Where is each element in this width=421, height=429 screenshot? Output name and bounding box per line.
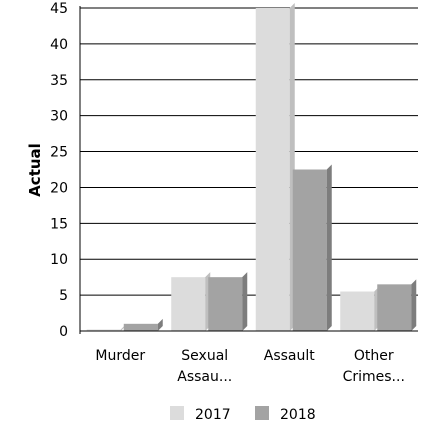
bar-2018-3 (377, 279, 417, 331)
gridlines (80, 7, 418, 296)
bar-face (171, 277, 206, 331)
x-category-labels: Murder Sexual Assau... Assault Other Crimes..… (95, 348, 405, 385)
legend-label: 2017 (195, 407, 231, 423)
bar-face (86, 329, 121, 331)
bars (86, 3, 417, 331)
x-category-label: Sexual (181, 348, 228, 364)
y-axis-label: Actual (26, 143, 44, 197)
y-tick-label: 40 (50, 37, 68, 53)
bar-2018-2 (292, 164, 332, 331)
x-category-label: Murder (95, 348, 145, 364)
y-tick-label: 35 (50, 73, 68, 89)
y-tick-label: 25 (50, 145, 68, 161)
legend: 2017 2018 (170, 406, 316, 423)
bar-2017-0 (86, 324, 126, 331)
bar-face (208, 277, 243, 331)
y-tick-label: 30 (50, 109, 68, 125)
bar-2017-2 (255, 3, 295, 331)
y-tick-label: 5 (59, 288, 68, 304)
bar-2017-3 (340, 286, 380, 331)
bar-face (292, 169, 327, 331)
axes (79, 6, 418, 334)
legend-item-2018: 2018 (255, 406, 316, 423)
x-category-label: Other (354, 348, 394, 364)
y-tick-label: 45 (50, 1, 68, 17)
x-category-label: Crimes... (343, 369, 405, 385)
y-tick-label: 20 (50, 180, 68, 196)
x-category-label: Assau... (177, 369, 232, 385)
legend-swatch (170, 406, 184, 420)
bar-2018-1 (208, 272, 248, 331)
y-tick-label: 15 (50, 216, 68, 232)
bar-2018-0 (123, 318, 163, 331)
legend-swatch (255, 406, 269, 420)
legend-label: 2018 (280, 407, 316, 423)
legend-item-2017: 2017 (170, 406, 231, 423)
bar-2017-1 (171, 272, 211, 331)
bar-face (255, 8, 290, 331)
bar-side (326, 164, 332, 331)
bar-face (123, 323, 158, 331)
y-tick-label: 0 (59, 324, 68, 340)
bar-face (340, 291, 375, 331)
bar-face (377, 284, 412, 331)
bar-side (411, 279, 417, 331)
bar-side (157, 318, 163, 331)
x-category-label: Assault (264, 348, 316, 364)
y-tick-labels: 0 5 10 15 20 25 30 35 40 45 (50, 1, 68, 340)
bar-side (242, 272, 248, 331)
y-tick-label: 10 (50, 252, 68, 268)
